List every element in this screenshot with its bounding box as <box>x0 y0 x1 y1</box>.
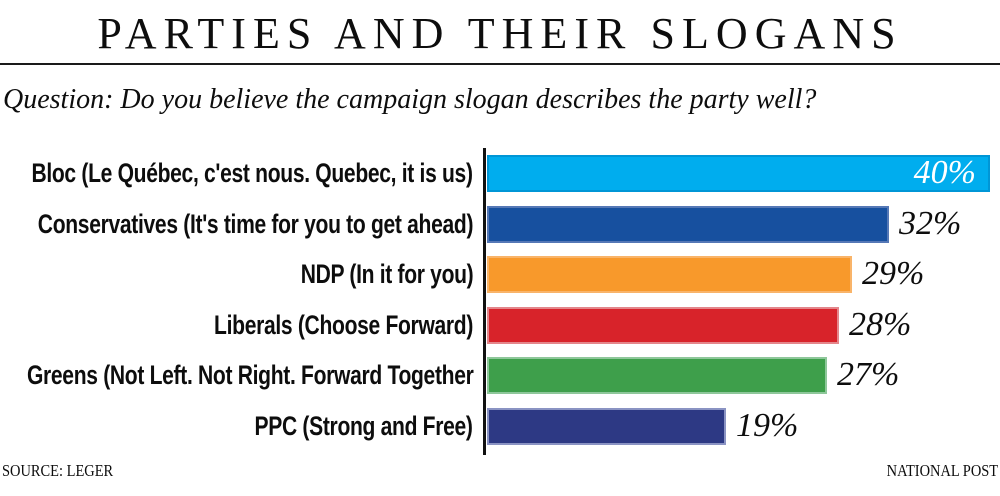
value-label: 40% <box>913 154 976 191</box>
bar-segment <box>487 408 726 445</box>
bar-segment <box>487 307 839 344</box>
source-attribution: SOURCE: LEGER <box>2 461 114 480</box>
value-label: 27% <box>837 356 900 393</box>
value-label: 19% <box>736 407 799 444</box>
title-divider-rule <box>0 63 1000 65</box>
category-label: Greens (Not Left. Not Right. Forward Tog… <box>26 360 473 390</box>
category-label: PPC (Strong and Free) <box>254 411 473 441</box>
value-label: 29% <box>862 255 925 292</box>
page-title: PARTIES AND THEIR SLOGANS <box>97 9 903 58</box>
chart-subtitle-question: Question: Do you believe the campaign sl… <box>3 84 817 115</box>
y-axis-baseline <box>483 148 486 455</box>
category-label: Conservatives (It's time for you to get … <box>37 209 474 239</box>
chart-row: Greens (Not Left. Not Right. Forward Tog… <box>0 357 1000 394</box>
category-label: NDP (In it for you) <box>300 259 473 289</box>
chart-row: PPC (Strong and Free) 19% <box>0 408 1000 445</box>
chart-row: NDP (In it for you) 29% <box>0 256 1000 293</box>
category-label: Bloc (Le Québec, c'est nous. Quebec, it … <box>31 158 474 188</box>
category-label: Liberals (Choose Forward) <box>213 310 473 340</box>
chart-row: Bloc (Le Québec, c'est nous. Quebec, it … <box>0 155 1000 192</box>
publisher-credit: NATIONAL POST <box>886 461 998 480</box>
value-label: 28% <box>849 306 912 343</box>
bar-segment <box>487 206 889 243</box>
bar-segment <box>487 256 852 293</box>
value-label: 32% <box>899 205 962 242</box>
bar-segment <box>487 357 827 394</box>
bar-segment <box>487 155 990 192</box>
chart-row: Liberals (Choose Forward) 28% <box>0 307 1000 344</box>
chart-row: Conservatives (It's time for you to get … <box>0 206 1000 243</box>
